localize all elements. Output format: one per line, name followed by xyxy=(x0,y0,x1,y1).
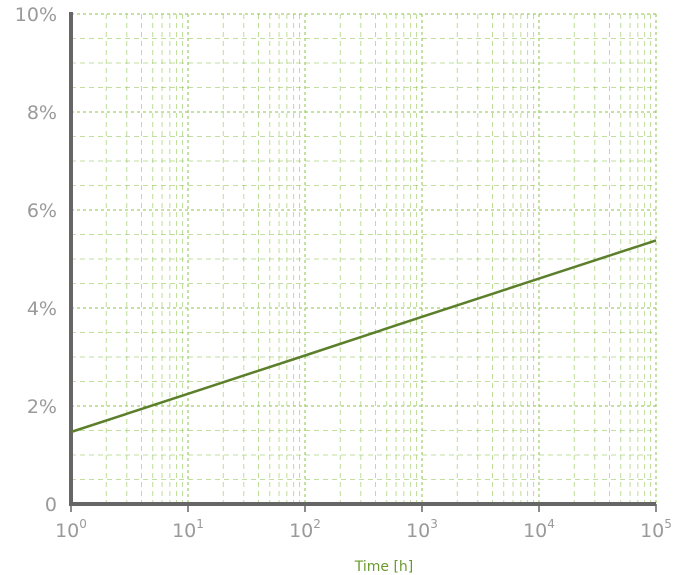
x-tick-exponent: 2 xyxy=(313,517,321,531)
x-tick-base: 10 xyxy=(289,520,313,542)
y-tick-label: 8% xyxy=(27,102,57,124)
x-tick-label: 104 xyxy=(523,517,555,542)
data-series xyxy=(70,239,657,434)
x-tick-base: 10 xyxy=(640,520,664,542)
x-tick-exponent: 3 xyxy=(430,517,438,531)
x-tick-label: 103 xyxy=(406,517,438,542)
x-tick-label: 100 xyxy=(55,517,87,542)
y-tick-label: 0 xyxy=(45,494,57,516)
x-tick-base: 10 xyxy=(55,520,79,542)
x-tick-exponent: 1 xyxy=(196,517,204,531)
x-tick-base: 10 xyxy=(523,520,547,542)
x-axis-label: Time [h] xyxy=(354,559,414,575)
x-tick-base: 10 xyxy=(406,520,430,542)
y-tick-label: 6% xyxy=(27,200,57,222)
y-tick-label: 4% xyxy=(27,298,57,320)
tick-labels: 02%4%6%8%10%100 101 102 103 104 105 xyxy=(15,4,672,542)
y-tick-label: 10% xyxy=(15,4,57,26)
x-tick-base: 10 xyxy=(172,520,196,542)
axes xyxy=(69,12,657,512)
x-tick-exponent: 0 xyxy=(79,517,87,531)
x-tick-label: 105 xyxy=(640,517,672,542)
series-line xyxy=(70,239,657,434)
y-tick-label: 2% xyxy=(27,396,57,418)
x-tick-exponent: 5 xyxy=(664,517,672,531)
x-tick-exponent: 4 xyxy=(547,517,555,531)
x-tick-label: 102 xyxy=(289,517,321,542)
x-tick-label: 101 xyxy=(172,517,204,542)
grid-lines xyxy=(71,13,657,504)
